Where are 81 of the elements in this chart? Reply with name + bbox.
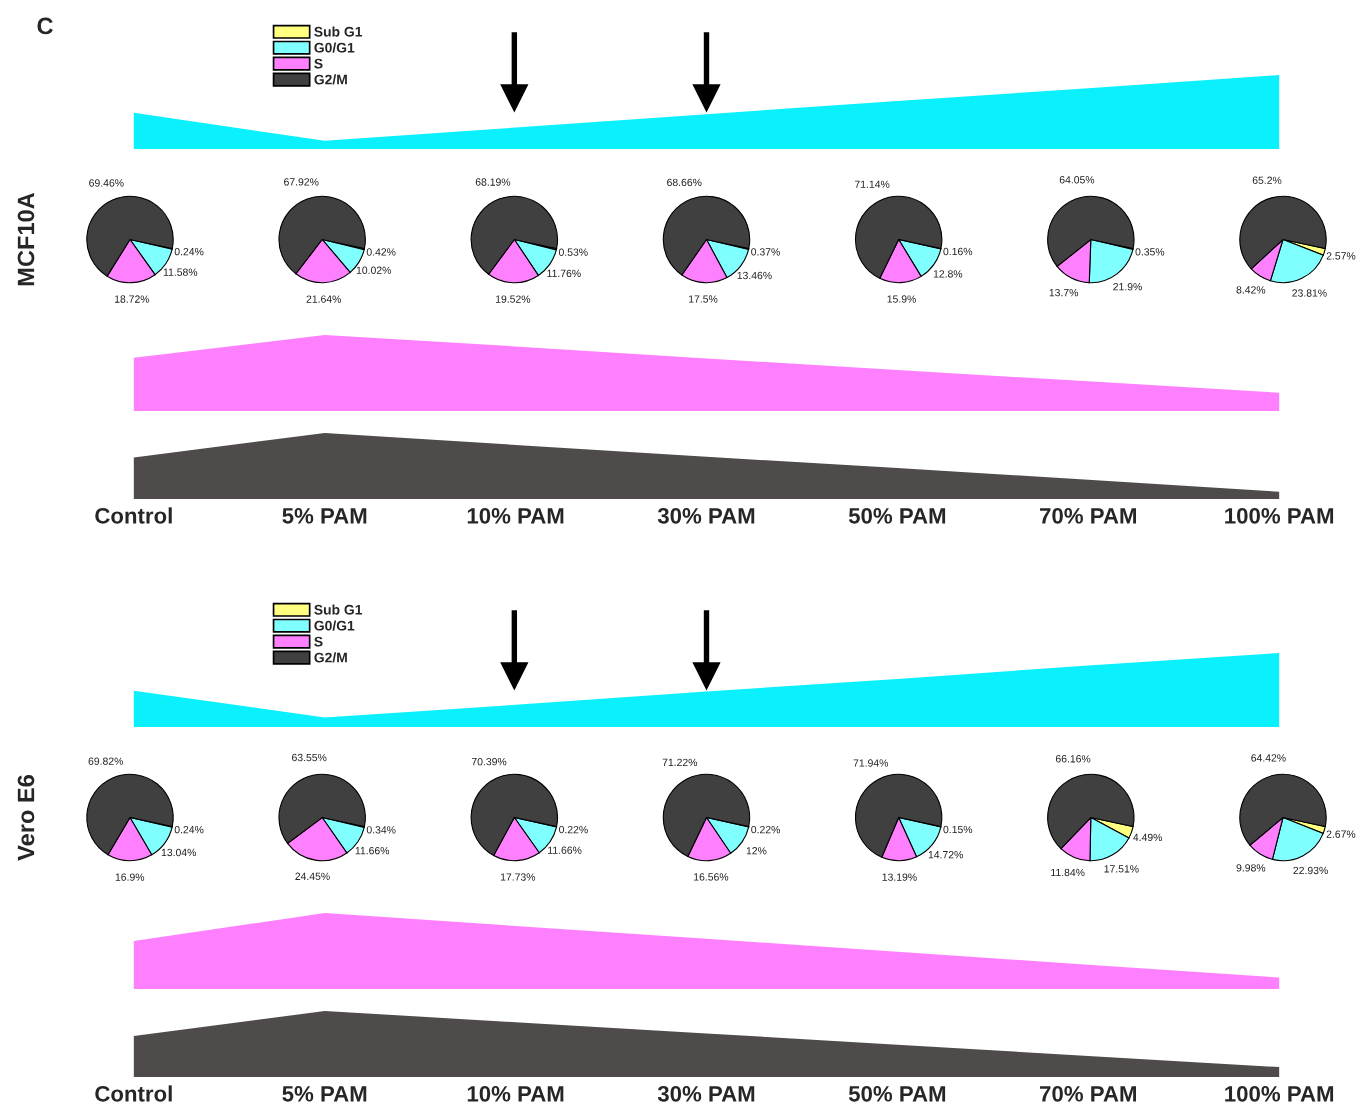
chart-title: C [37,17,53,35]
data-label: 23.81% [1292,289,1327,297]
data-label: 17.73% [500,873,536,881]
data-label: 0.35% [1135,248,1165,256]
x-tick-label: 100% PAM [1225,1085,1334,1102]
data-label: 0.22% [751,825,780,834]
data-label: 64.05% [1059,176,1095,184]
data-label: 4.49% [1133,833,1163,842]
data-label: 8.42% [1236,286,1266,294]
x-tick-label: 10% PAM [467,1085,564,1102]
data-label: 16.9% [115,873,145,881]
data-label: 21.9% [1113,283,1142,291]
data-label: 0.24% [174,825,204,834]
data-label: 14.72% [928,851,963,859]
data-label: 10.02% [356,266,391,274]
x-tick-label: 5% PAM [282,507,367,524]
legend-label: G0/G1 [314,620,355,631]
text: MCF10A [17,192,35,286]
data-label: 0.16% [943,247,973,256]
data-label: 71.94% [853,759,889,767]
data-label: 0.37% [751,248,780,256]
data-label: 19.52% [496,295,531,303]
data-label: 2.67% [1326,830,1356,838]
data-label: 11.66% [548,846,582,854]
x-tick-label: 100% PAM [1225,507,1334,524]
data-label: 0.34% [366,826,396,834]
x-tick-label: 10% PAM [467,507,564,524]
legend-label: G2/M [314,74,347,85]
data-label: 0.53% [558,248,588,256]
data-label: 13.19% [882,873,917,881]
data-label: 0.42% [366,248,396,256]
x-tick-label: Control [95,1085,172,1102]
x-tick-label: 30% PAM [657,1085,755,1102]
data-label: 21.64% [306,295,342,303]
data-label: 0.22% [559,825,588,834]
legend-label: G0/G1 [314,42,355,53]
data-label: 68.66% [667,178,702,187]
data-label: 70.39% [471,757,507,766]
legend-label: Sub G1 [314,26,363,37]
legend-label: S [314,58,323,69]
data-label: 68.19% [475,178,511,186]
data-label: 11.76% [547,269,581,278]
data-label: 15.9% [887,295,916,303]
data-label: 69.82% [88,757,124,765]
data-label: 13.46% [737,271,772,280]
legend-label: Sub G1 [314,604,363,615]
data-label: 11.58% [163,268,198,276]
data-label: 0.24% [174,247,204,256]
data-label: 16.56% [694,873,729,881]
data-label: 67.92% [284,178,319,186]
data-label: 12.8% [933,270,963,278]
data-label: 65.2% [1252,176,1282,184]
data-label: 2.57% [1326,252,1356,260]
x-tick-label: 5% PAM [282,1085,367,1102]
data-label: 64.42% [1251,754,1286,762]
x-tick-label: 70% PAM [1040,507,1136,524]
data-label: 24.45% [295,872,330,880]
x-tick-label: 50% PAM [848,1085,946,1102]
x-tick-label: 30% PAM [657,507,755,524]
data-label: 13.7% [1049,288,1078,297]
legend-label: G2/M [314,652,347,663]
data-label: 18.72% [114,295,150,303]
data-label: 13.04% [161,848,197,857]
data-label: 11.66% [355,846,390,855]
x-tick-label: 50% PAM [848,507,946,524]
data-label: 17.5% [689,295,718,303]
text: Vero E6 [17,775,35,861]
data-label: 9.98% [1236,864,1266,872]
x-tick-label: 70% PAM [1040,1085,1136,1102]
legend-label: S [314,636,323,647]
data-label: 66.16% [1055,755,1091,763]
data-label: 0.15% [943,825,973,834]
data-label: 69.46% [89,179,124,187]
x-tick-label: Control [95,507,172,524]
data-label: 17.51% [1104,865,1139,873]
data-label: 71.14% [854,180,890,188]
data-label: 12% [746,847,767,855]
data-label: 22.93% [1293,866,1328,875]
data-label: 71.22% [662,758,698,766]
data-label: 11.84% [1051,868,1085,877]
data-label: 63.55% [292,753,327,762]
